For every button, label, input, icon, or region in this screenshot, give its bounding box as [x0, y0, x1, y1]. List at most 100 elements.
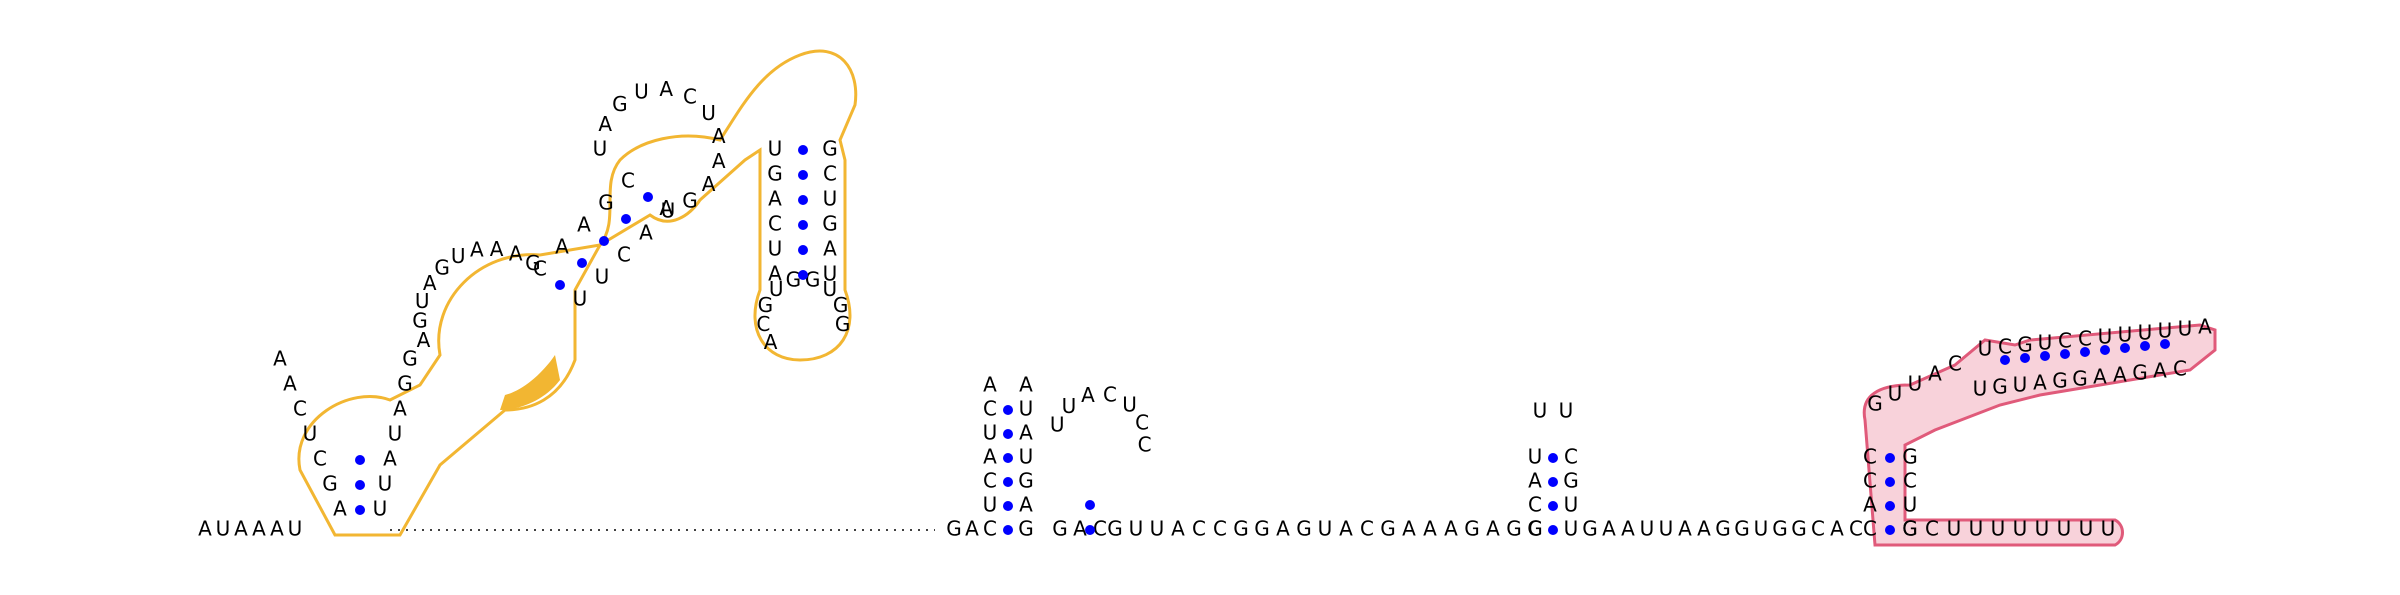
pink-helix-top: U	[2178, 317, 2193, 341]
pink-stem-pair	[1885, 477, 1895, 487]
upper-loop-base: A	[712, 149, 726, 173]
five-prime-base: A	[234, 517, 248, 541]
stem-base: U	[595, 265, 610, 289]
pink-helix-bottom: A	[2113, 363, 2127, 387]
stem-base: C	[621, 169, 635, 193]
base-pairs-layer	[355, 145, 2170, 535]
hairpin1-left-base: C	[313, 447, 327, 471]
linker-base: U	[1150, 517, 1165, 541]
hairpin2-right: U	[1019, 397, 1034, 421]
hairpin3-left: C	[1528, 493, 1542, 517]
hairpin1-pair	[355, 480, 365, 490]
vertical-stem-left: U	[768, 237, 783, 261]
hairpin2-small-pair	[1085, 525, 1095, 535]
upper-loop-base: A	[598, 112, 612, 136]
pink-stem-pair	[1885, 525, 1895, 535]
linker-base: C	[1360, 517, 1374, 541]
pink-bulge-base: U	[1888, 382, 1903, 406]
upper-loop-base: U	[634, 79, 649, 103]
linker2-base: A	[1602, 517, 1616, 541]
vertical-stem-right: G	[822, 137, 838, 161]
hairpin2-right: G	[1018, 517, 1034, 541]
hairpin3-loop: U	[1533, 399, 1548, 423]
stem-pair	[577, 258, 587, 268]
multiloop-base: A	[423, 271, 437, 295]
lower-hairpin-loop-base: U	[769, 277, 784, 301]
linker2-base: U	[1754, 517, 1769, 541]
upper-loop-base: G	[612, 92, 628, 116]
pink-helix-bottom: G	[2052, 369, 2068, 393]
hairpin2-loop-base: U	[1062, 394, 1077, 418]
stem-base: A	[639, 221, 653, 245]
hairpin1-left-base: C	[293, 397, 307, 421]
hairpin1-right-base: G	[397, 372, 413, 396]
pink-helix-bottom: G	[2132, 361, 2148, 385]
upper-loop-base: C	[683, 85, 697, 109]
base: C	[1093, 517, 1107, 541]
linker-base: U	[1318, 517, 1333, 541]
upper-loop-base: A	[659, 77, 673, 101]
linker-base: G	[1233, 517, 1249, 541]
pink-helix-pair	[2060, 349, 2070, 359]
hairpin1-right-base: U	[388, 422, 403, 446]
pink-stem-left: C	[1863, 445, 1877, 469]
stem-pair	[599, 236, 609, 246]
hairpin1-left-base: G	[322, 472, 338, 496]
vertical-stem-left: C	[768, 212, 782, 236]
hairpin2-pair	[1003, 405, 1013, 415]
pink-helix-top: A	[2198, 315, 2212, 339]
hairpin2-right: A	[1019, 421, 1033, 445]
hairpin2-left: C	[983, 517, 997, 541]
hairpin1-right-base: U	[378, 472, 393, 496]
multiloop-base: A	[490, 237, 504, 261]
vertical-stem-left: A	[768, 262, 782, 286]
vertical-stem-right: U	[823, 262, 838, 286]
pink-helix-bottom: A	[2033, 371, 2047, 395]
lower-hairpin-loop-base: C	[756, 312, 770, 336]
hairpin3-pair	[1548, 453, 1558, 463]
hairpin1-pair	[355, 505, 365, 515]
pink-stem-pair	[1885, 453, 1895, 463]
pink-helix-pair	[2040, 351, 2050, 361]
five-prime-base: A	[270, 517, 284, 541]
hairpin2-left: A	[983, 445, 997, 469]
linker-base: U	[1129, 517, 1144, 541]
stem-base: A	[555, 235, 569, 259]
pink-helix-pair	[2160, 339, 2170, 349]
hairpin1-left-base: A	[283, 372, 297, 396]
multiloop-base: U	[451, 244, 466, 268]
hairpin2-right: U	[1019, 445, 1034, 469]
multiloop-base: G	[434, 255, 450, 279]
pink-helix-pair	[2020, 353, 2030, 363]
multiloop-base: G	[525, 251, 541, 275]
linker-base: G	[1296, 517, 1312, 541]
pink-helix-top: U	[2138, 321, 2153, 345]
stem-base: U	[573, 287, 588, 311]
base: G	[946, 517, 962, 541]
vertical-stem-right: A	[823, 237, 837, 261]
three-prime-tail-base: U	[2013, 517, 2028, 541]
upper-loop-base: U	[701, 101, 716, 125]
hairpin2-right: G	[1018, 469, 1034, 493]
pink-bulge-base: C	[1948, 352, 1962, 376]
pink-helix-pair	[2120, 343, 2130, 353]
base: A	[1073, 517, 1087, 541]
vertical-stem-pair	[798, 170, 808, 180]
hairpin2-loop-base: A	[1081, 383, 1095, 407]
pink-stem-right: G	[1902, 445, 1918, 469]
pink-helix-top: G	[2017, 333, 2033, 357]
stem-base: C	[533, 257, 547, 281]
stem-base: C	[617, 243, 631, 267]
pink-helix-top: U	[1978, 337, 1993, 361]
orange-highlight-fill	[500, 355, 560, 410]
pink-helix-pair	[2140, 341, 2150, 351]
pink-helix-top: U	[2038, 331, 2053, 355]
lower-hairpin-loop-base: A	[764, 330, 778, 354]
vertical-stem-pair	[798, 245, 808, 255]
hairpin2-left: A	[983, 373, 997, 397]
five-prime-base: U	[288, 517, 303, 541]
linker-base: G	[1254, 517, 1270, 541]
hairpin2-loop-base: U	[1050, 413, 1065, 437]
pink-helix-bottom: G	[1992, 375, 2008, 399]
